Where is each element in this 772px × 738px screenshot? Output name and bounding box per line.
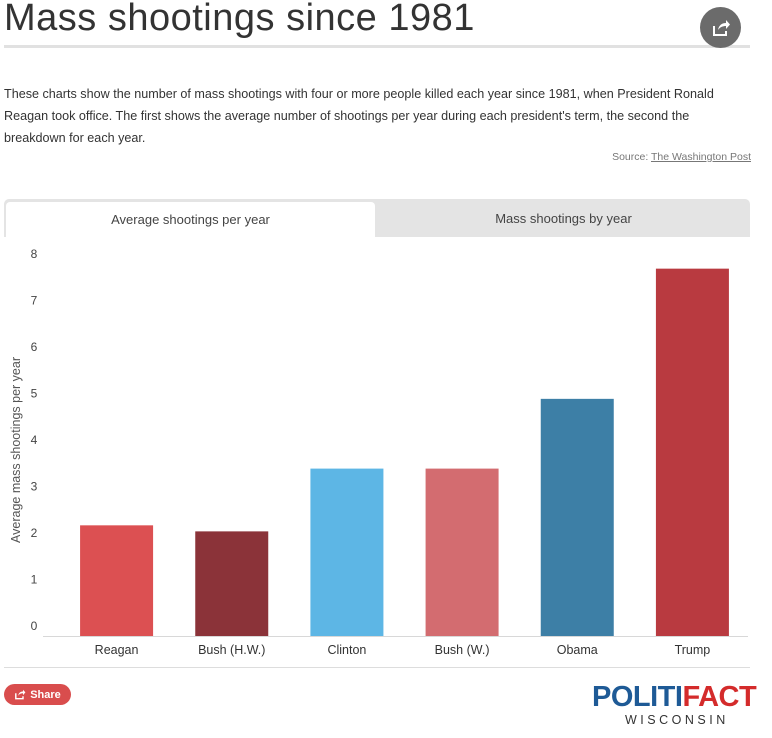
bar-chart: 0 1 2 3 4 5 6 7 8 Average mass shootings per year… — [9, 247, 748, 657]
share-icon — [15, 689, 26, 700]
bar-clinton — [310, 468, 384, 636]
y-tick-label: 5 — [31, 387, 38, 401]
bottom-divider — [4, 667, 750, 668]
share-icon — [712, 19, 730, 36]
share-button[interactable]: Share — [4, 684, 71, 705]
chart-tabs: Average shootings per year Mass shooting… — [4, 199, 750, 237]
y-tick-label: 6 — [31, 340, 38, 354]
y-tick-label: 7 — [31, 294, 38, 308]
y-tick-label: 1 — [31, 573, 38, 587]
logo-word-right: FACT — [682, 681, 757, 713]
page-title: Mass shootings since 1981 — [4, 0, 475, 39]
x-tick-label: Clinton — [327, 643, 366, 657]
source-label: Source: — [612, 151, 649, 163]
bar-reagan — [80, 525, 154, 636]
y-tick-label: 3 — [31, 480, 38, 494]
title-divider — [4, 45, 750, 48]
x-tick-label: Bush (W.) — [435, 643, 490, 657]
source-line: Source: The Washington Post — [612, 151, 751, 163]
y-tick-label: 2 — [31, 526, 38, 540]
x-tick-label: Trump — [675, 643, 711, 657]
x-tick-label: Obama — [557, 643, 598, 657]
y-tick-label: 0 — [31, 619, 38, 633]
source-link[interactable]: The Washington Post — [651, 151, 751, 163]
logo-word-left: POLITI — [592, 681, 683, 713]
chart-description: These charts show the number of mass sho… — [4, 87, 714, 145]
bar-bush-h-w — [195, 531, 269, 636]
bar-trump — [655, 268, 729, 636]
share-label: Share — [30, 688, 61, 701]
bar-obama — [540, 398, 614, 636]
politifact-logo: POLITIFACT WISCONSIN — [592, 681, 757, 732]
y-tick-label: 4 — [31, 433, 38, 447]
logo-subtitle: WISCONSIN — [625, 713, 729, 727]
tab-average-shootings[interactable]: Average shootings per year — [6, 202, 375, 237]
tab-shootings-by-year[interactable]: Mass shootings by year — [495, 210, 632, 226]
bar-bush-w — [425, 468, 499, 636]
x-tick-label: Bush (H.W.) — [198, 643, 265, 657]
y-tick-label: 8 — [31, 247, 38, 261]
y-axis-label: Average mass shootings per year — [9, 357, 23, 543]
x-tick-label: Reagan — [95, 643, 139, 657]
share-button-top[interactable] — [700, 7, 741, 48]
logo-wordmark: POLITIFACT — [592, 681, 757, 713]
